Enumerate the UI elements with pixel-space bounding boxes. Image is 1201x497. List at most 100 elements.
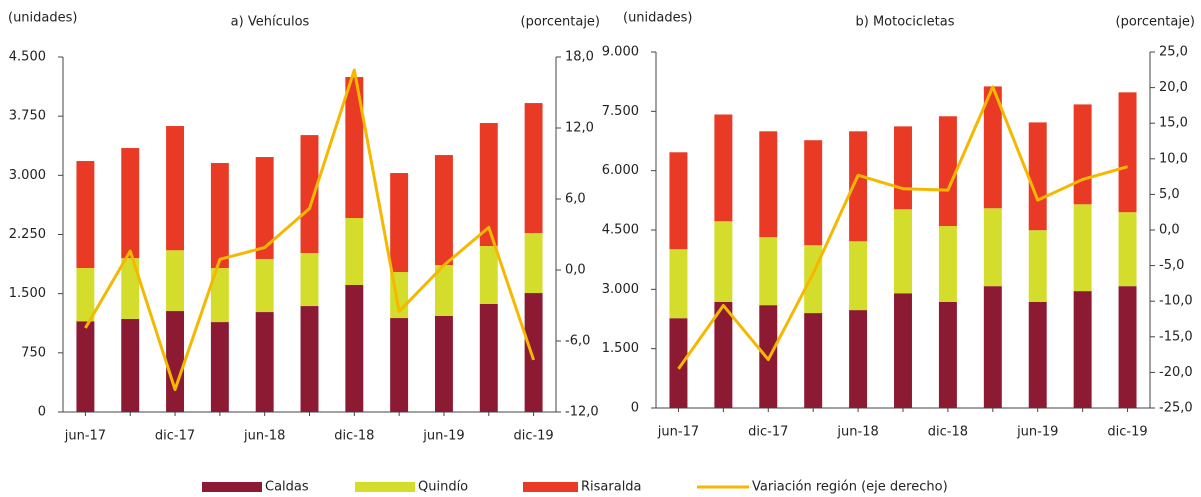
- y2-tick-label: -6,0: [565, 334, 590, 349]
- y-tick-label: 2.250: [9, 227, 46, 242]
- bar-segment: [166, 126, 185, 251]
- bar-segment: [1028, 230, 1047, 302]
- y-tick-label: 3.750: [9, 109, 46, 124]
- bar-segment: [1118, 286, 1137, 408]
- bar-segment: [166, 311, 185, 412]
- y2-tick-label: 0,0: [1159, 223, 1180, 238]
- bar-segment: [255, 258, 274, 313]
- bar-segment: [714, 301, 733, 408]
- bar-segment: [1073, 291, 1092, 408]
- y-tick-label: 0: [631, 401, 639, 416]
- bar-segment: [479, 246, 498, 305]
- y-tick-label: 4.500: [9, 50, 46, 65]
- bar-segment: [166, 250, 185, 312]
- bar-segment: [76, 161, 95, 269]
- bar-segment: [210, 322, 229, 412]
- bar-segment: [479, 304, 498, 412]
- legend-swatch: [523, 482, 578, 492]
- bar-segment: [983, 86, 1002, 209]
- bar-segment: [345, 284, 364, 412]
- chart-title: a) Vehículos: [231, 15, 310, 30]
- bar-segment: [210, 268, 229, 323]
- bar-segment: [1028, 301, 1047, 408]
- x-tick-label: dic-18: [334, 429, 374, 444]
- bar-segment: [1118, 212, 1137, 287]
- bar-segment: [759, 237, 778, 306]
- bar-segment: [345, 77, 364, 219]
- y2-tick-label: 15,0: [1159, 116, 1188, 131]
- legend-label: Caldas: [265, 480, 309, 495]
- legend-swatch: [202, 482, 262, 492]
- line-series: [84, 68, 536, 392]
- y-tick-label: 1.500: [602, 341, 639, 356]
- bar-segment: [714, 114, 733, 222]
- bar-segment: [479, 123, 498, 247]
- bar-segment: [300, 253, 319, 307]
- bar-segment: [983, 286, 1002, 408]
- y-tick-label: 0: [38, 405, 46, 420]
- y2-tick-label: -10,0: [1159, 294, 1193, 309]
- bar-segment: [714, 221, 733, 302]
- bar-segment: [1073, 204, 1092, 292]
- y2-tick-label: 10,0: [1159, 151, 1188, 166]
- bar-segment: [938, 116, 957, 227]
- bar-segment: [669, 249, 688, 319]
- y2-tick-label: 6,0: [565, 192, 586, 207]
- y2-tick-label: 5,0: [1159, 187, 1180, 202]
- x-tick-label: jun-19: [1016, 425, 1058, 440]
- bar-segment: [76, 268, 95, 322]
- y2-tick-label: 18,0: [565, 50, 594, 65]
- bar-segment: [524, 103, 543, 234]
- x-tick-label: dic-18: [928, 425, 968, 440]
- y-axis-label: (unidades): [623, 11, 692, 26]
- x-tick-label: jun-18: [836, 425, 878, 440]
- bar-segment: [1073, 104, 1092, 205]
- bar-segment: [524, 293, 543, 412]
- chart-title: b) Motocicletas: [855, 15, 954, 30]
- y2-tick-label: -25,0: [1159, 401, 1193, 416]
- y-tick-label: 4.500: [602, 223, 639, 238]
- x-tick-label: jun-17: [64, 429, 106, 444]
- y-tick-label: 6.000: [602, 163, 639, 178]
- bar-segment: [1118, 92, 1137, 213]
- y2-tick-label: 12,0: [565, 121, 594, 136]
- bar-segment: [300, 135, 319, 254]
- bar-segment: [255, 157, 274, 259]
- legend-label: Variación región (eje derecho): [752, 480, 948, 495]
- bar-segment: [434, 265, 453, 316]
- bar-segment: [210, 163, 229, 269]
- x-tick-label: jun-19: [422, 429, 464, 444]
- y2-tick-label: 0,0: [565, 263, 586, 278]
- bar-segment: [894, 209, 912, 294]
- bar-segment: [849, 131, 868, 242]
- y2-tick-label: 20,0: [1159, 80, 1188, 95]
- bar-segment: [76, 321, 95, 412]
- bar-segment: [894, 293, 912, 408]
- bar-segment: [804, 245, 823, 314]
- bar-segment: [434, 315, 453, 412]
- bar-segment: [759, 131, 778, 238]
- y-tick-label: 3.000: [9, 168, 46, 183]
- y-axis-label: (unidades): [8, 11, 77, 26]
- bar-segment: [255, 312, 274, 412]
- bar-segment: [121, 148, 140, 259]
- x-tick-label: dic-19: [513, 429, 553, 444]
- bar-segment: [121, 258, 140, 319]
- legend-label: Quindío: [418, 480, 468, 495]
- bar-segment: [669, 318, 688, 408]
- y-tick-label: 750: [21, 345, 46, 360]
- bar-segment: [345, 218, 364, 285]
- y2-tick-label: -5,0: [1159, 258, 1184, 273]
- bar-segment: [804, 140, 823, 246]
- bar-segment: [524, 233, 543, 294]
- y-tick-label: 3.000: [602, 282, 639, 297]
- x-tick-label: dic-19: [1107, 425, 1147, 440]
- bar-segment: [434, 155, 453, 266]
- y2-tick-label: -12,0: [565, 405, 599, 420]
- legend-label: Risaralda: [581, 480, 642, 495]
- y2-tick-label: -15,0: [1159, 329, 1193, 344]
- bar-segment: [849, 310, 868, 408]
- x-tick-label: dic-17: [748, 425, 788, 440]
- x-tick-label: dic-17: [155, 429, 195, 444]
